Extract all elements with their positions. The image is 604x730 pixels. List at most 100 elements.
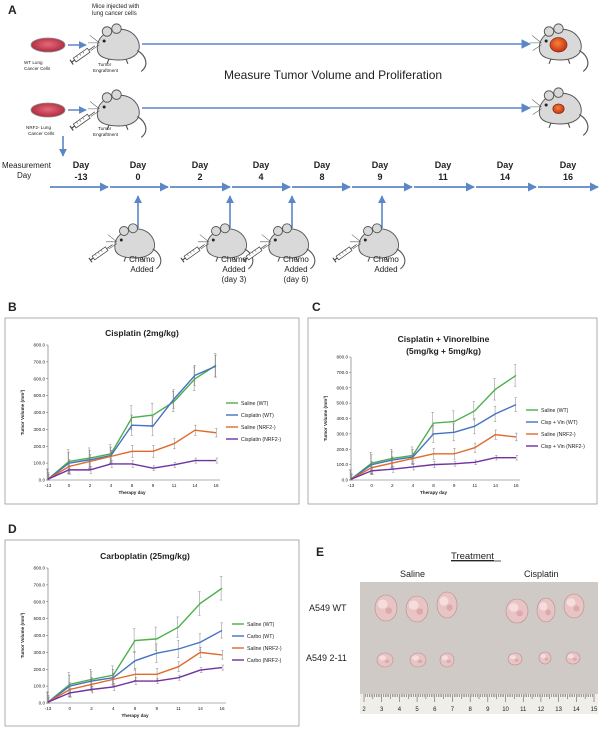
ruler-number: 3	[380, 707, 384, 713]
y-axis-label: Tumor Volume (mm³)	[323, 395, 328, 441]
tumor-sample	[439, 652, 455, 668]
measurement-day-label-line2: Day	[17, 171, 31, 180]
timeline-day-3-top: Day	[253, 160, 270, 170]
y-tick-label: 300.0	[34, 650, 46, 655]
tumor-shade	[516, 610, 524, 617]
x-tick-label: 4	[110, 483, 113, 488]
x-tick-label: 11	[472, 483, 477, 488]
chemo-label-2-1: Added	[284, 265, 307, 274]
legend-label: Saline (NRF2-)	[541, 432, 576, 438]
series-3	[350, 455, 519, 481]
tumor-highlight	[408, 600, 419, 610]
wt-cells-label-line2: Cancer Cells	[24, 66, 51, 71]
series-line	[350, 433, 517, 480]
photo-background	[360, 582, 598, 714]
x-tick-label: 8	[134, 706, 137, 711]
ruler-number: 5	[415, 707, 419, 713]
tumor-sample	[436, 591, 458, 619]
series-line	[350, 457, 516, 480]
mouse-wt-end-icon	[530, 23, 589, 72]
timeline-day-0-top: Day	[73, 160, 90, 170]
y-tick-label: 800.0	[337, 355, 349, 360]
y-tick-label: 700.0	[337, 370, 349, 375]
tumor-highlight	[508, 603, 519, 612]
timeline-day-4-value: 8	[319, 172, 324, 182]
chemo-mouse-3-icon	[332, 223, 406, 270]
x-tick-label: 2	[90, 706, 93, 711]
timeline-day-1-top: Day	[130, 160, 147, 170]
chart-title: Carboplatin (25mg/kg)	[100, 551, 190, 561]
x-tick-label: -13	[45, 483, 52, 488]
panel-letter-b: B	[8, 300, 17, 314]
tumor-sample	[409, 652, 427, 668]
ruler-number: 6	[433, 707, 437, 713]
x-tick-label: 2	[391, 483, 394, 488]
y-tick-label: 500.0	[337, 401, 349, 406]
row2-label: A549 2-11	[306, 653, 347, 663]
y-tick-label: 500.0	[34, 393, 46, 398]
chart-title: Cisplatin (2mg/kg)	[105, 328, 179, 338]
chemo-label-2-2: (day 6)	[284, 275, 309, 284]
y-tick-label: 200.0	[34, 667, 46, 672]
timeline-day-5-value: 9	[377, 172, 382, 182]
series-0	[45, 576, 223, 704]
ruler-number: 11	[520, 707, 527, 713]
chart-d-frame	[4, 539, 300, 727]
tumor-highlight	[377, 599, 388, 609]
tumor-shade	[573, 605, 580, 612]
series-line	[350, 404, 517, 480]
petri-dish-nrf2-icon	[30, 102, 66, 118]
ruler-number: 8	[468, 707, 472, 713]
x-tick-label: 9	[155, 706, 158, 711]
tumor-sample	[374, 594, 398, 622]
mouse-nrf2-start-icon	[69, 89, 147, 138]
mice-label-line2: lung cancer cells	[92, 11, 137, 17]
tumor-sample	[538, 651, 552, 665]
y-tick-label: 500.0	[34, 616, 46, 621]
x-tick-label: 0	[68, 483, 71, 488]
tumor-sample	[563, 593, 585, 619]
x-tick-label: 8	[131, 483, 134, 488]
y-tick-label: 400.0	[337, 416, 349, 421]
y-tick-label: 300.0	[34, 427, 46, 432]
chart-cisplatin-vinorelbine: Cisplatin + Vinorelbine (5mg/kg + 5mg/kg)…	[323, 334, 585, 495]
y-tick-label: 100.0	[34, 461, 46, 466]
x-tick-label: 11	[172, 483, 177, 488]
x-axis-label: Therapy day	[118, 490, 146, 495]
series-3	[47, 664, 225, 704]
tumor-shade	[446, 659, 451, 664]
ruler-number: 10	[502, 707, 509, 713]
timeline-day-7-top: Day	[497, 160, 514, 170]
panel-letter-a: A	[8, 3, 17, 17]
timeline-day-1-value: 0	[135, 172, 140, 182]
legend-label: Saline (NRF2-)	[241, 425, 276, 431]
timeline-day-4-top: Day	[314, 160, 331, 170]
tumor-highlight	[379, 655, 387, 661]
chemo-mouse-2-icon	[242, 223, 316, 270]
legend-label: Saline (WT)	[541, 408, 569, 414]
chart-cisplatin: Cisplatin (2mg/kg) 0.0 100.0 200.0 300.0 400.…	[20, 328, 281, 495]
chemo-label-2-0: Chemo	[283, 255, 309, 264]
tumor-shade	[544, 657, 549, 661]
ruler-number: 2	[362, 707, 366, 713]
tumor-highlight	[441, 655, 449, 661]
series-3	[47, 457, 219, 481]
y-tick-label: 600.0	[34, 599, 46, 604]
timeline-day-2-top: Day	[192, 160, 209, 170]
series-line	[350, 374, 517, 480]
timeline-day-8-top: Day	[560, 160, 577, 170]
legend-label: Saline (WT)	[247, 622, 275, 628]
tumor-sample	[536, 597, 556, 623]
tumor-sample	[507, 652, 523, 666]
x-tick-label: 14	[198, 706, 204, 711]
legend-label: Saline (NRF2-)	[247, 646, 282, 652]
tumor-engraftment-wt-line1: Tumor	[98, 62, 112, 67]
timeline-day-0-value: -13	[74, 172, 87, 182]
chemo-label-3-1: Added	[374, 265, 397, 274]
x-axis-label: Therapy day	[420, 490, 448, 495]
y-axis-label: Tumor Volume (mm³)	[20, 389, 25, 435]
nrf2-cells-label-line1: NRF2- Lung	[26, 125, 51, 130]
x-tick-label: 0	[68, 706, 71, 711]
series-line	[47, 364, 217, 480]
